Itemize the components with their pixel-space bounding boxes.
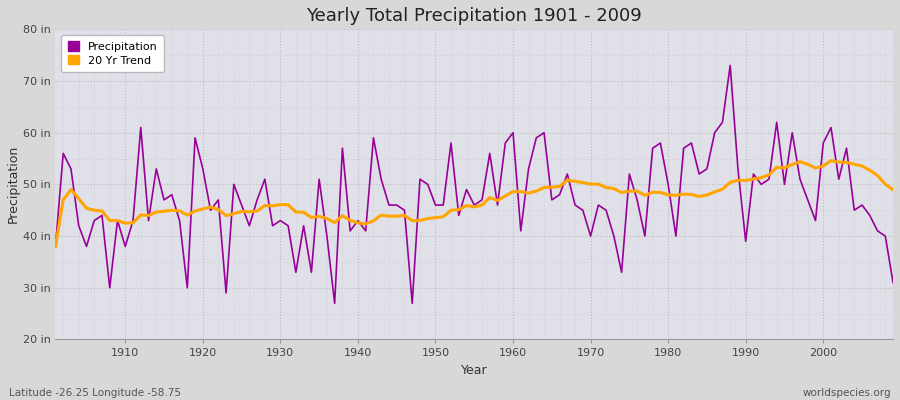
Precipitation <box>508 130 518 135</box>
Text: worldspecies.org: worldspecies.org <box>803 388 891 398</box>
Precipitation <box>112 218 123 223</box>
Precipitation <box>329 301 340 306</box>
20 Yr Trend <box>600 185 611 190</box>
Line: Precipitation: Precipitation <box>56 66 893 303</box>
20 Yr Trend <box>500 194 510 198</box>
Precipitation <box>337 146 347 150</box>
Text: Latitude -26.25 Longitude -58.75: Latitude -26.25 Longitude -58.75 <box>9 388 181 398</box>
Legend: Precipitation, 20 Yr Trend: Precipitation, 20 Yr Trend <box>61 35 164 72</box>
Precipitation <box>50 244 61 249</box>
20 Yr Trend <box>329 220 340 225</box>
Precipitation <box>608 234 619 238</box>
20 Yr Trend <box>825 158 836 163</box>
Precipitation <box>283 223 293 228</box>
Precipitation <box>516 228 526 233</box>
20 Yr Trend <box>50 244 61 249</box>
X-axis label: Year: Year <box>461 364 488 377</box>
Line: 20 Yr Trend: 20 Yr Trend <box>56 160 893 246</box>
20 Yr Trend <box>283 202 293 207</box>
Y-axis label: Precipitation: Precipitation <box>7 145 20 224</box>
Precipitation <box>724 63 735 68</box>
20 Yr Trend <box>887 188 898 192</box>
Title: Yearly Total Precipitation 1901 - 2009: Yearly Total Precipitation 1901 - 2009 <box>306 7 642 25</box>
20 Yr Trend <box>112 218 123 223</box>
Precipitation <box>887 280 898 285</box>
20 Yr Trend <box>508 189 518 194</box>
